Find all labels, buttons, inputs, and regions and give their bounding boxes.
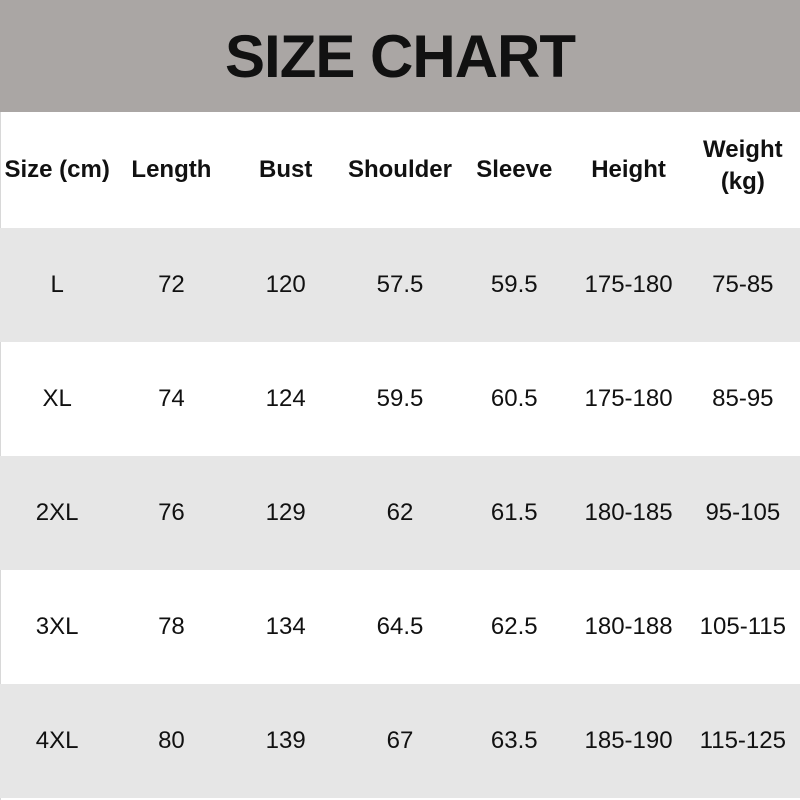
table-cell: 185-190 <box>584 727 673 754</box>
table-cell: 62.5 <box>490 613 538 640</box>
table-cell: 67 <box>386 727 414 754</box>
table-cell: 59.5 <box>376 385 424 412</box>
size-label: 3XL <box>35 613 79 640</box>
table-row: XL 74 124 59.5 60.5 175-180 85-95 <box>0 342 800 456</box>
table-cell: 180-185 <box>584 499 673 526</box>
title-banner: SIZE CHART <box>0 0 800 112</box>
table-cell: 124 <box>265 385 306 412</box>
table-cell: 120 <box>265 271 306 298</box>
table-row: 3XL 78 134 64.5 62.5 180-188 105-115 <box>0 570 800 684</box>
table-cell: 115-125 <box>699 727 786 754</box>
column-header: Sleeve <box>476 155 553 183</box>
table-cell: 63.5 <box>490 727 538 754</box>
table-cell: 180-188 <box>584 613 673 640</box>
table-row: 2XL 76 129 62 61.5 180-185 95-105 <box>0 456 800 570</box>
table-cell: 95-105 <box>705 499 781 526</box>
column-header: Height <box>591 155 666 183</box>
size-label: 4XL <box>35 727 79 754</box>
table-row: L 72 120 57.5 59.5 175-180 75-85 <box>0 228 800 342</box>
column-header: Length <box>131 155 212 183</box>
table-cell: 57.5 <box>376 271 424 298</box>
table-cell: 134 <box>265 613 306 640</box>
page-title: SIZE CHART <box>225 22 576 90</box>
table-cell: 175-180 <box>584 385 673 412</box>
table-cell: 78 <box>158 613 185 640</box>
table-cell: 59.5 <box>490 271 538 298</box>
size-label: 2XL <box>35 499 79 526</box>
table-cell: 85-95 <box>712 385 774 412</box>
table-cell: 76 <box>158 499 185 526</box>
table-cell: 75-85 <box>712 271 774 298</box>
size-label: L <box>50 271 64 298</box>
table-cell: 129 <box>265 499 306 526</box>
table-cell: 62 <box>386 499 414 526</box>
table-cell: 74 <box>158 385 185 412</box>
table-header-row: Size (cm) Length Bust Shoulder Sleeve Height W… <box>0 112 800 228</box>
table-cell: 64.5 <box>376 613 424 640</box>
column-header: Bust <box>259 155 313 183</box>
column-header: Size (cm) <box>4 155 110 183</box>
table-cell: 175-180 <box>584 271 673 298</box>
table-row: 4XL 80 139 67 63.5 185-190 115-125 <box>0 684 800 798</box>
table-cell: 72 <box>158 271 185 298</box>
column-header: Weight (kg) <box>703 135 783 195</box>
table-cell: 60.5 <box>490 385 538 412</box>
table-cell: 80 <box>158 727 185 754</box>
table-cell: 105-115 <box>699 613 786 640</box>
table-cell: 61.5 <box>490 499 538 526</box>
column-header: Shoulder <box>347 155 452 183</box>
table-cell: 139 <box>265 727 306 754</box>
size-label: XL <box>42 385 72 412</box>
